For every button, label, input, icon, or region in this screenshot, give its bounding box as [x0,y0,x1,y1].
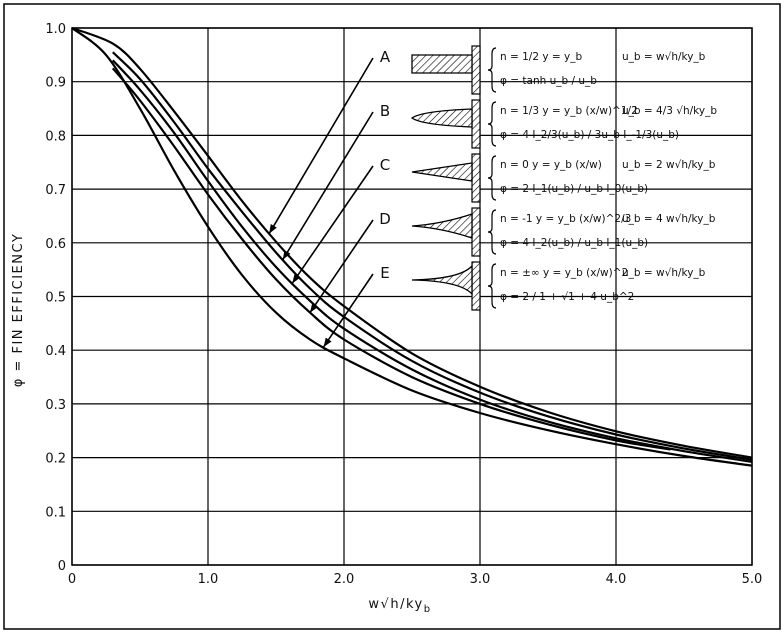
y-tick-labels: 0 0.1 0.2 0.3 0.4 0.5 0.6 0.7 0.8 0.9 1.0 [45,22,66,574]
pointer-line-a [268,57,374,234]
ub-definition: u_b = 2 w√h/ky_b [622,159,716,171]
pointer-arrowhead-e [323,337,332,347]
profile-definition: n = 1/2 y = y_b [500,51,583,63]
pointer-line-e [322,273,374,348]
formula-brace [487,209,497,255]
efficiency-formula: φ = 4 I_2/3(u_b) / 3u_b I_-1/3(u_b) [500,129,679,141]
figure-border [3,3,781,630]
fin-wall [471,45,481,95]
formula-brace [487,101,497,147]
series-lines [71,26,753,467]
ub-definition: u_b = 4/3 √h/ky_b [622,105,717,117]
y-tick-label: 1.0 [45,22,66,37]
fin-profile-a [411,54,473,74]
y-tick-label: 0.5 [45,291,66,306]
curve-label-d: D [379,210,391,228]
fin-profile-b [410,108,473,128]
fin-profile-d [411,213,473,239]
efficiency-formula: φ = 2 / 1 + √1 + 4 u_b^2 [500,291,634,303]
y-tick-label: 0.1 [45,505,66,520]
fin-profile-c [411,162,473,182]
y-tick-label: 0.3 [45,398,66,413]
x-tick-label: 4.0 [606,572,627,587]
series-line-e [71,27,753,467]
x-tick-label: 3.0 [470,572,491,587]
y-axis-label: φ = FIN EFFICIENCY [11,233,26,388]
efficiency-formula: φ = 4 I_2(u_b) / u_b I_1(u_b) [500,237,648,249]
ub-definition: u_b = w√h/ky_b [622,51,706,63]
y-tick-label: 0.2 [45,452,66,467]
ub-definition: u_b = 4 w√h/ky_b [622,213,716,225]
curve-label-e: E [380,264,389,282]
x-axis-label: w√h/kyb [368,597,431,615]
profile-definition: n = ±∞ y = y_b (x/w)^2 [500,267,628,279]
y-tick-label: 0.4 [45,344,66,359]
y-tick-label: 0 [58,559,66,574]
efficiency-formula: φ = tanh u_b / u_b [500,75,597,87]
profile-definition: n = 1/3 y = y_b (x/w)^1/2 [500,105,638,117]
x-tick-label: 0 [68,572,76,587]
curve-label-c: C [380,156,390,174]
y-tick-label: 0.7 [45,183,66,198]
ub-definition: u_b = w√h/ky_b [622,267,706,279]
curve-label-b: B [380,102,390,120]
pointer-line-c [291,165,374,284]
curve-pointers [268,57,374,348]
series-line-d [111,67,671,451]
pointer-arrowhead-b [282,250,291,260]
x-tick-label: 1.0 [198,572,219,587]
fin-wall [471,99,481,149]
pointer-arrowhead-d [310,303,318,313]
profile-definition: n = -1 y = y_b (x/w)^2/3 [500,213,631,225]
formula-brace [487,155,497,201]
x-tick-labels: 0 1.0 2.0 3.0 4.0 5.0 [68,572,762,587]
formula-brace [487,47,497,93]
y-tick-label: 0.9 [45,76,66,91]
fin-wall [471,207,481,257]
pointer-line-b [282,111,374,261]
profile-definition: n = 0 y = y_b (x/w) [500,159,602,171]
series-line-b [112,51,753,461]
x-tick-label: 2.0 [334,572,355,587]
pointer-arrowhead-a [269,224,277,234]
grid [71,27,753,566]
efficiency-formula: φ = 2 I_1(u_b) / u_b I_0(u_b) [500,183,648,195]
fin-wall [471,261,481,311]
series-line-a [71,26,753,459]
curve-label-a: A [380,48,391,66]
pointer-line-d [309,219,374,314]
formula-brace [487,263,497,309]
x-tick-label: 5.0 [742,572,763,587]
y-tick-label: 0.8 [45,129,66,144]
y-tick-label: 0.6 [45,237,66,252]
pointer-arrowhead-c [292,273,301,284]
fin-wall [471,153,481,203]
fin-profile-e [411,264,473,296]
